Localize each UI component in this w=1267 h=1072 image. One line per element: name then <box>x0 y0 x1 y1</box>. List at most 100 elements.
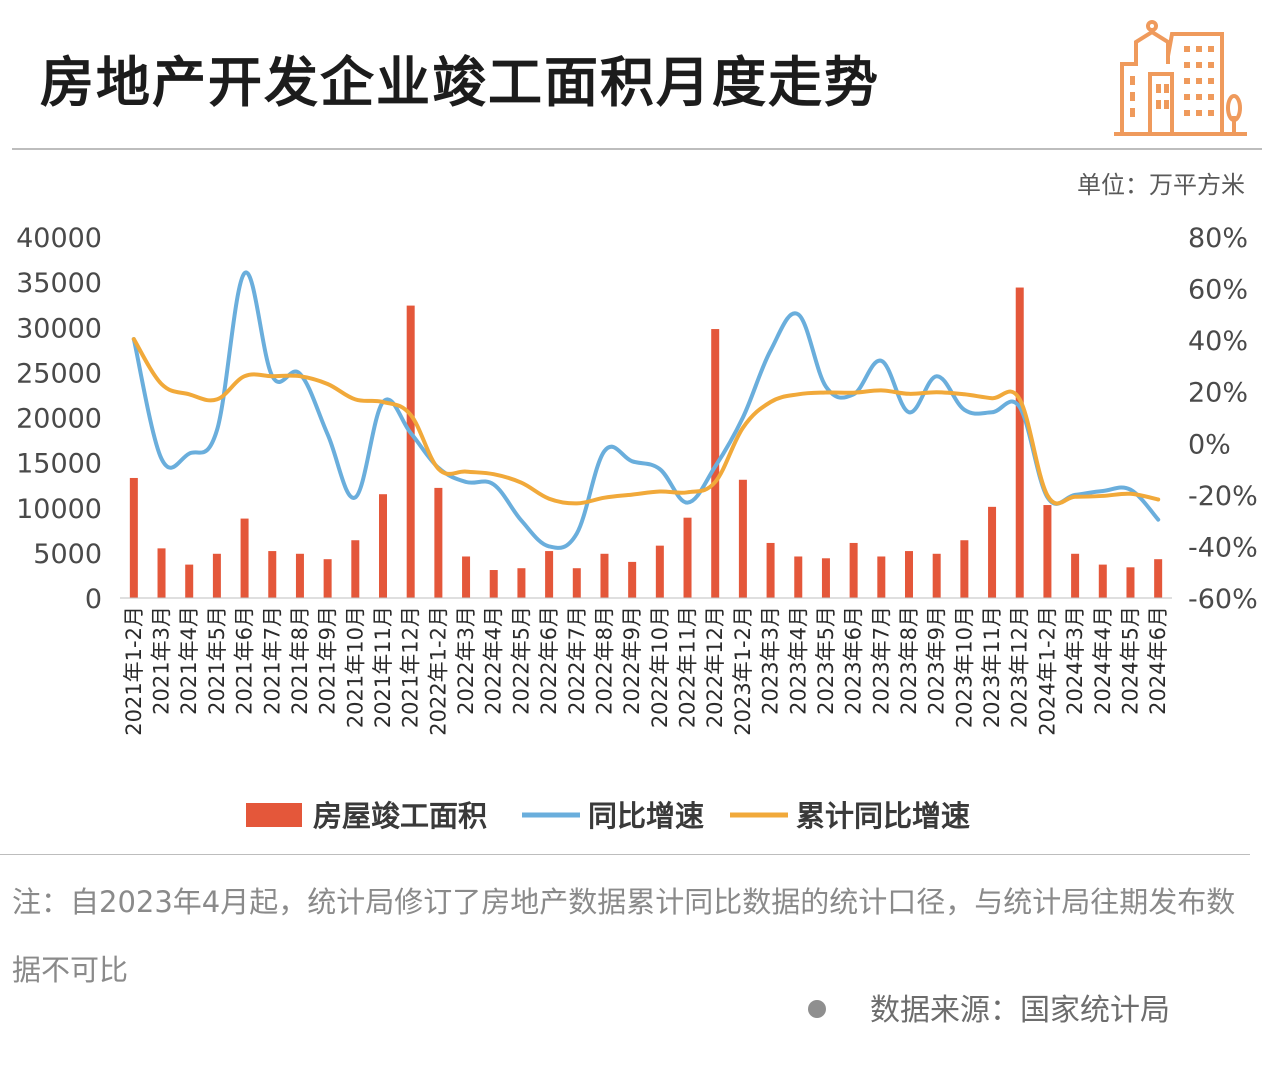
x-tick-label: 2021年1-2月 <box>122 606 146 736</box>
line-series <box>131 270 1161 550</box>
bar <box>489 570 498 598</box>
y-right-tick-label: -60% <box>1188 584 1258 615</box>
bar <box>988 506 997 598</box>
x-tick-label: 2023年8月 <box>897 606 921 715</box>
x-tick-label: 2022年3月 <box>454 606 478 715</box>
x-tick-label: 2021年3月 <box>150 606 174 715</box>
y-right-tick-label: 0% <box>1188 429 1231 460</box>
y-left-tick-label: 15000 <box>16 449 102 480</box>
legend-label-cum: 累计同比增速 <box>796 799 970 833</box>
y-right-tick-label: 40% <box>1188 326 1248 357</box>
bar <box>545 551 554 598</box>
x-tick-label: 2023年7月 <box>869 606 893 715</box>
x-tick-label: 2024年1-2月 <box>1035 606 1059 736</box>
bar <box>877 556 886 598</box>
y-right-tick-label: 80% <box>1188 223 1248 254</box>
bar <box>295 553 304 598</box>
x-tick-label: 2022年4月 <box>482 606 506 715</box>
bar <box>766 542 775 598</box>
data-source-text: 数据来源：国家统计局 <box>870 993 1170 1028</box>
y-left-tick-label: 10000 <box>16 494 102 525</box>
x-tick-label: 2021年11月 <box>371 606 395 728</box>
legend-label-bar: 房屋竣工面积 <box>313 799 487 833</box>
header-divider <box>12 148 1262 150</box>
x-tick-label: 2024年6月 <box>1146 606 1170 715</box>
x-tick-label: 2021年10月 <box>343 606 367 728</box>
x-tick-label: 2023年5月 <box>814 606 838 715</box>
bar <box>351 540 360 598</box>
bar <box>185 564 194 598</box>
x-tick-label: 2022年5月 <box>509 606 533 715</box>
x-tick-label: 2024年3月 <box>1063 606 1087 715</box>
x-tick-label: 2023年10月 <box>952 606 976 728</box>
x-tick-label: 2023年4月 <box>786 606 810 715</box>
x-tick-label: 2023年3月 <box>759 606 783 715</box>
x-tick-label: 2023年12月 <box>1008 606 1032 728</box>
bar <box>655 545 664 598</box>
bar <box>157 548 166 598</box>
bar <box>1071 553 1080 598</box>
yoy-growth-line <box>131 270 1161 550</box>
bar <box>572 568 581 598</box>
x-tick-label: 2022年10月 <box>648 606 672 728</box>
buildings-icon <box>1114 20 1247 136</box>
footnote: 注：自2023年4月起，统计局修订了房地产数据累计同比数据的统计口径，与统计局往… <box>12 885 1236 987</box>
y-right-tick-label: 20% <box>1188 378 1248 409</box>
y-axis-left: 0 5000 10000 15000 20000 25000 30000 35000 40000 <box>16 223 102 615</box>
bar <box>1043 505 1052 598</box>
x-tick-label: 2022年9月 <box>620 606 644 715</box>
bar <box>849 542 858 598</box>
x-tick-label: 2021年12月 <box>399 606 423 728</box>
x-tick-label: 2022年6月 <box>537 606 561 715</box>
bar <box>1098 564 1107 598</box>
bar <box>268 551 277 598</box>
bar <box>628 561 637 598</box>
y-left-tick-label: 40000 <box>16 223 102 254</box>
footer-divider <box>0 854 1250 855</box>
bar <box>1126 567 1135 598</box>
bar <box>1154 559 1163 598</box>
page-title: 房地产开发企业竣工面积月度走势 <box>40 51 880 114</box>
bar <box>517 568 526 598</box>
x-tick-label: 2023年6月 <box>842 606 866 715</box>
x-tick-label: 2021年9月 <box>316 606 340 715</box>
bar <box>600 553 609 598</box>
y-right-tick-label: -40% <box>1188 532 1258 563</box>
legend-label-yoy: 同比增速 <box>588 799 704 833</box>
bar <box>240 518 249 598</box>
bar <box>129 477 138 598</box>
y-left-tick-label: 30000 <box>16 313 102 344</box>
y-left-tick-label: 5000 <box>33 539 102 570</box>
x-tick-label: 2021年8月 <box>288 606 312 715</box>
bar <box>462 556 471 598</box>
data-source: 数据来源：国家统计局 <box>808 985 1170 1029</box>
y-left-tick-label: 25000 <box>16 358 102 389</box>
x-tick-label: 2022年7月 <box>565 606 589 715</box>
bullet-icon <box>808 999 826 1018</box>
bar <box>379 494 387 598</box>
y-left-tick-label: 20000 <box>16 404 102 435</box>
x-tick-label: 2021年5月 <box>205 606 229 715</box>
x-tick-label: 2022年1-2月 <box>426 606 450 736</box>
y-right-tick-label: -20% <box>1188 481 1258 512</box>
bar <box>406 305 415 598</box>
y-right-tick-label: 60% <box>1188 275 1248 306</box>
bar <box>794 556 803 598</box>
bar <box>434 487 443 598</box>
x-axis: 2021年1-2月 2021年3月 2021年4月 2021年5月 2021年6月 202… <box>120 597 1172 736</box>
bar <box>738 479 747 598</box>
x-tick-label: 2024年4月 <box>1091 606 1115 715</box>
x-tick-label: 2022年8月 <box>592 606 616 715</box>
y-axis-right: -60% -40% -20% 0% 20% 40% 60% 80% <box>1188 223 1258 615</box>
x-tick-label: 2022年12月 <box>703 606 727 728</box>
x-tick-label: 2023年11月 <box>980 606 1004 728</box>
x-tick-label: 2023年9月 <box>925 606 949 715</box>
y-left-tick-label: 0 <box>85 584 102 615</box>
bar <box>821 558 830 598</box>
bar <box>683 517 692 598</box>
bar-series <box>129 287 1163 598</box>
x-tick-label: 2022年11月 <box>676 606 700 728</box>
x-tick-label: 2021年6月 <box>233 606 257 715</box>
bar <box>932 553 941 598</box>
cumulative-growth-line <box>131 337 1161 506</box>
